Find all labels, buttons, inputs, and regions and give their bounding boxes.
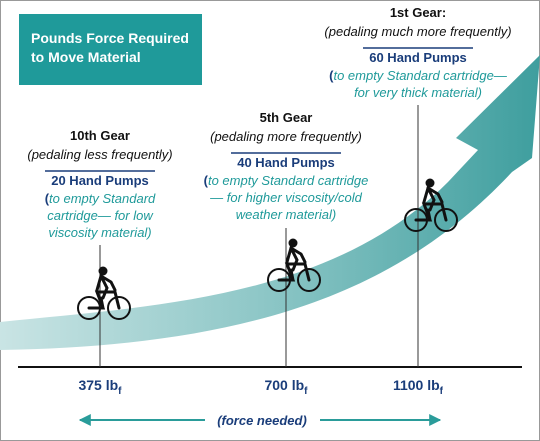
pumps-label: 60 Hand Pumps (369, 50, 467, 65)
desc-line: — for higher viscosity/cold (209, 190, 362, 205)
desc-text: to empty Standard cartridge— (333, 68, 507, 83)
force-value: 700 lb (264, 377, 304, 393)
desc-line: viscosity material) (48, 225, 151, 240)
desc-line: (to empty Standard cartridge (204, 173, 369, 188)
axis-label: (force needed) (217, 413, 307, 428)
pumps-label: 20 Hand Pumps (51, 173, 149, 188)
desc-text: — for higher viscosity/cold (209, 190, 362, 205)
rider-head (289, 239, 298, 248)
desc-text: to empty Standard cartridge (208, 173, 368, 188)
title-line: Pounds Force Required (31, 30, 189, 46)
desc-line: cartridge— for low (47, 208, 154, 223)
gear-label: 5th Gear (260, 110, 313, 125)
desc-text: for very thick material) (354, 85, 482, 100)
desc-line: (to empty Standard (45, 191, 156, 206)
gear-label: 1st Gear: (390, 5, 446, 20)
desc-text: weather material) (236, 207, 336, 222)
force-value: 375 lb (78, 377, 118, 393)
desc-line: (to empty Standard cartridge— (329, 68, 508, 83)
title-line: to Move Material (31, 49, 141, 65)
desc-line: for very thick material) (354, 85, 482, 100)
gear-label: 10th Gear (70, 128, 130, 143)
desc-text: viscosity material) (48, 225, 151, 240)
gear-note: (pedaling less frequently) (27, 147, 172, 162)
desc-line: weather material) (236, 207, 336, 222)
force-value: 1100 lb (393, 377, 440, 393)
desc-text: cartridge— for low (47, 208, 154, 223)
diagram: Pounds Force Required to Move Material (… (0, 0, 540, 441)
rider-head (99, 267, 108, 276)
desc-text: to empty Standard (49, 191, 156, 206)
gear-note: (pedaling more frequently) (210, 129, 362, 144)
rider-head (426, 179, 435, 188)
gear-note: (pedaling much more frequently) (324, 24, 511, 39)
pumps-label: 40 Hand Pumps (237, 155, 335, 170)
